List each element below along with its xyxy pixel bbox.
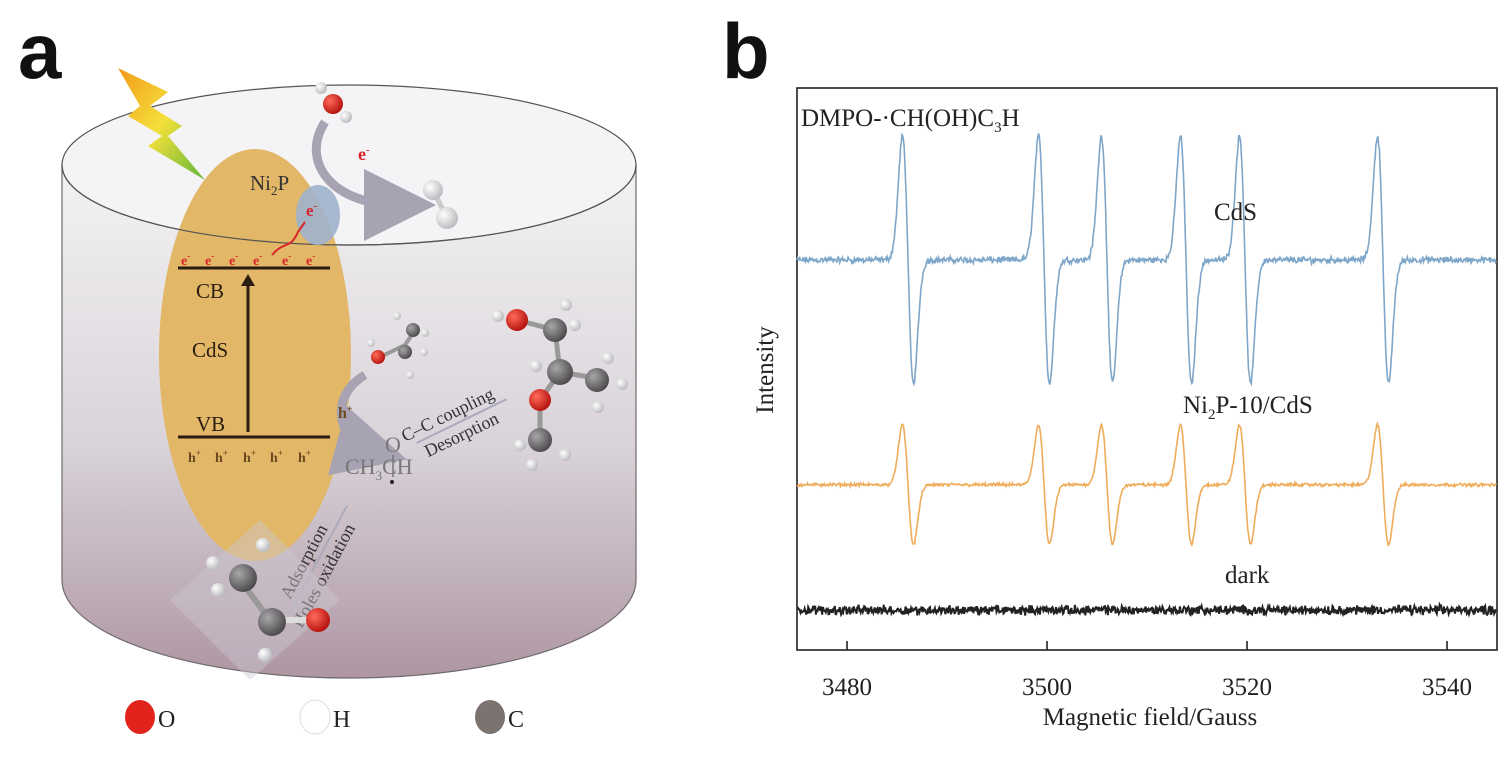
electron-label: e- — [358, 144, 370, 164]
svg-text:e-: e- — [205, 251, 214, 269]
oxygen-atom-icon — [125, 700, 155, 734]
chart-title: DMPO-·CH(OH)C3H — [801, 105, 1020, 136]
cds-label: CdS — [192, 338, 228, 362]
legend-item-oxygen: O — [125, 700, 175, 734]
svg-text:e-: e- — [306, 251, 315, 269]
x-tick-label: 3480 — [822, 674, 872, 701]
legend-label: H — [333, 707, 350, 733]
adsorption-arrow — [285, 505, 348, 621]
electrons-row: e- e- e- e- e- e- — [181, 251, 315, 269]
cds-particle — [159, 149, 351, 561]
series-label-ni2p-cds: Ni2P-10/CdS — [1183, 392, 1313, 423]
radical-dot — [390, 480, 394, 484]
svg-text:h+: h+ — [243, 448, 256, 466]
electron-transfer-arrow — [271, 221, 306, 256]
hole-label: h+ — [338, 404, 353, 422]
panel-a-letter: a — [18, 7, 62, 95]
radical-formula: CH3CH — [345, 454, 413, 483]
panel-b-letter: b — [722, 7, 770, 95]
x-tick-label: 3520 — [1222, 674, 1272, 701]
ethanol-molecule — [367, 312, 429, 379]
acetaldehyde-molecule — [170, 520, 340, 680]
x-tick-label: 3500 — [1022, 674, 1072, 701]
legend-item-carbon: C — [475, 700, 524, 734]
series-line-ni2p-10-cds — [796, 420, 1498, 548]
ni2p-label: Ni2P — [250, 171, 289, 198]
electron-transfer-label: e- — [306, 200, 318, 220]
series-layer — [796, 132, 1498, 618]
svg-text:h+: h+ — [298, 448, 311, 466]
x-tick-label: 3540 — [1422, 674, 1472, 701]
vb-label: VB — [196, 412, 225, 436]
radical-oxygen-label: O — [385, 432, 401, 457]
series-line-dark — [796, 601, 1497, 618]
product-molecule — [492, 299, 628, 471]
atom-legend: O H C — [125, 699, 524, 735]
y-axis-label: Intensity — [752, 326, 779, 414]
series-label-cds: CdS — [1214, 199, 1257, 226]
photocatalysis-diagram: Ni2P e- e- e- e- e- e- e- CB CdS VB h+ h… — [61, 68, 637, 735]
water-molecule — [315, 82, 352, 123]
holes-row: h+ h+ h+ h+ h+ — [188, 448, 311, 466]
reactor-top-front-rim — [61, 164, 637, 246]
svg-text:e-: e- — [282, 251, 291, 269]
excitation-arrow-head — [241, 274, 255, 286]
x-axis-ticks: 3480 3500 3520 3540 — [822, 641, 1472, 701]
plot-frame — [796, 87, 1498, 651]
series-label-dark: dark — [1225, 562, 1270, 589]
ni2p-cocatalyst — [296, 185, 340, 245]
hydrogen-molecule — [423, 180, 458, 229]
oxidation-arrow — [327, 371, 407, 476]
x-axis-label: Magnetic field/Gauss — [1043, 704, 1258, 731]
light-bolt-icon — [118, 68, 205, 180]
svg-text:e-: e- — [229, 251, 238, 269]
cb-label: CB — [196, 279, 224, 303]
legend-item-hydrogen: H — [299, 699, 350, 735]
svg-text:h+: h+ — [270, 448, 283, 466]
reduction-arrow — [311, 119, 436, 241]
legend-label: O — [158, 707, 175, 733]
coupling-arrow — [416, 398, 507, 444]
svg-text:e-: e- — [181, 251, 190, 269]
series-line-cds — [796, 132, 1498, 387]
svg-text:h+: h+ — [215, 448, 228, 466]
hydrogen-atom-icon — [299, 699, 331, 735]
svg-text:e-: e- — [253, 251, 262, 269]
legend-label: C — [508, 707, 524, 733]
carbon-atom-icon — [475, 700, 505, 734]
svg-text:h+: h+ — [188, 448, 201, 466]
